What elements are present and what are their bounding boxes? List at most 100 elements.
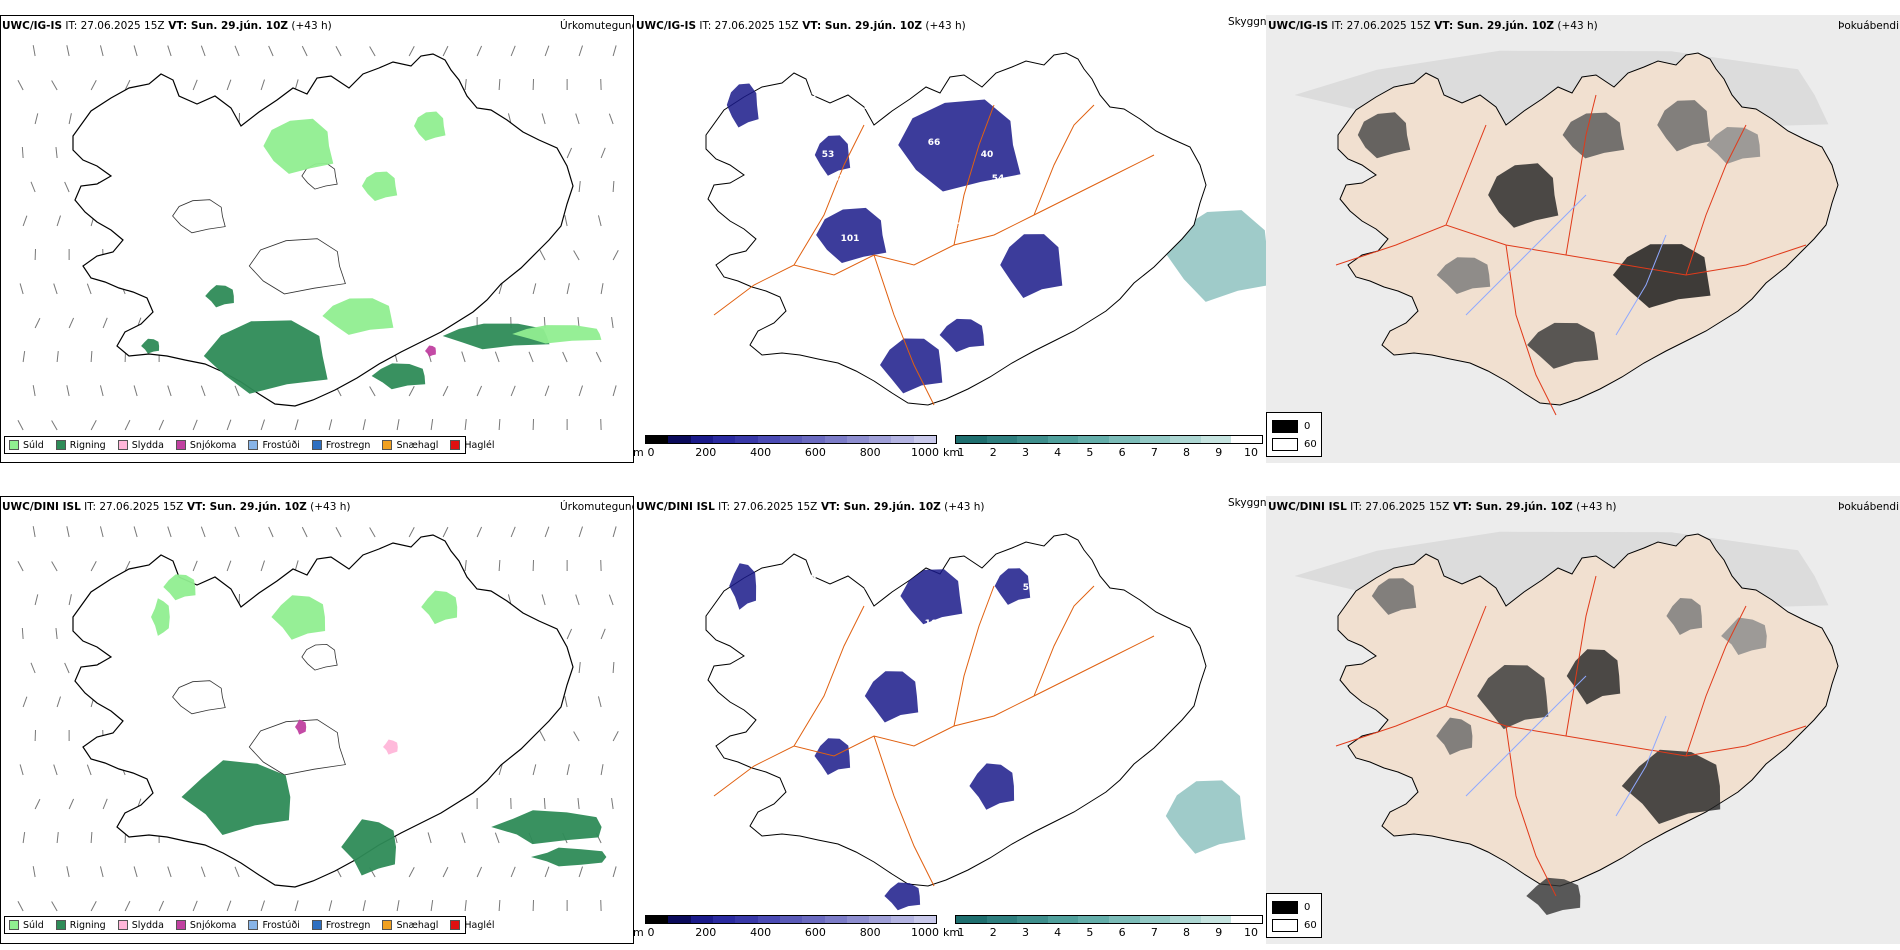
- low-cloud-area: [1000, 234, 1063, 298]
- wind-barb: [476, 866, 483, 878]
- wind-barb: [90, 901, 97, 912]
- wind-barb: [427, 832, 432, 844]
- wind-barb: [541, 113, 546, 125]
- colorbar-unit: m: [633, 446, 644, 459]
- cloud-base-label: 41: [1045, 186, 1058, 196]
- fog-index-area: [1488, 163, 1559, 228]
- wind-barb: [577, 798, 580, 810]
- fog-index-area: [1562, 112, 1625, 159]
- wind-barb: [543, 797, 546, 810]
- glacier-outline: [248, 719, 346, 776]
- wind-barb: [234, 45, 240, 57]
- cloud-map-top: 40 54 58 78 41 52 43 50 53 81 66 40 57 24 58 52 61 91 54 41…: [705, 52, 1266, 406]
- wind-barb: [260, 560, 265, 572]
- wind-barb: [19, 283, 24, 295]
- precip-legend-item: Frostregn: [311, 920, 370, 931]
- wind-barb: [612, 731, 619, 742]
- wind-barb: [294, 900, 299, 912]
- cloud-base-label: 54: [758, 559, 771, 569]
- wind-barb: [442, 45, 449, 57]
- precip-area: [295, 719, 307, 735]
- road-network: [713, 104, 1155, 406]
- wind-barb: [158, 419, 165, 431]
- wind-barb: [328, 900, 333, 912]
- colorbar-tick: 0: [647, 446, 655, 459]
- fog-panel-bottom: 0 60: [1266, 496, 1900, 944]
- legend-label: Súld: [23, 439, 44, 451]
- wind-barb: [544, 526, 550, 538]
- cloud-base-label: 57: [1023, 583, 1036, 593]
- wind-barb: [335, 527, 342, 538]
- wind-barb: [498, 764, 503, 776]
- wind-barb: [22, 215, 28, 227]
- colorbar-strip: [955, 435, 1263, 444]
- cloud-base-label: 35: [1098, 198, 1111, 208]
- colorbar-tick: 600: [804, 446, 826, 459]
- wind-barb: [575, 594, 580, 606]
- wind-barb: [578, 866, 583, 878]
- precip-area: [491, 810, 602, 845]
- wind-barb: [234, 385, 240, 397]
- glacier-outline: [248, 238, 346, 295]
- wind-barb: [396, 419, 400, 431]
- colorbar-tick: 1: [957, 446, 965, 459]
- precip-legend-item: Frostúði: [248, 920, 300, 931]
- precip-area: [181, 760, 291, 835]
- wind-barb: [260, 419, 265, 431]
- precip-area: [383, 739, 398, 755]
- wind-barb: [362, 900, 366, 912]
- river-network: [1465, 194, 1667, 336]
- wind-barb: [192, 560, 198, 572]
- precip-title-top: Úrkomutegund: [560, 20, 639, 32]
- precip-area: [263, 118, 334, 174]
- cloudbase-colorbar-top: m 0 200 400 600 800 1000: [633, 435, 939, 461]
- wind-barb: [56, 215, 61, 227]
- fog-legend-bottom: 0 60: [1266, 893, 1322, 938]
- legend-swatch: [55, 920, 66, 930]
- precip-legend-item: Rigning: [55, 440, 106, 451]
- river-network: [1465, 675, 1667, 817]
- wind-barb: [442, 526, 449, 538]
- wind-barb: [99, 45, 104, 57]
- wind-barb: [430, 419, 434, 431]
- wind-barb: [562, 351, 568, 363]
- legend-swatch: [117, 440, 128, 450]
- precip-area: [203, 320, 328, 394]
- fog-panel-top: 0 60: [1266, 15, 1900, 463]
- cloud-map-bottom: 54 47 69 63 74 57 43 79 62 48 103 50 41 91 111: [705, 533, 1246, 911]
- cloud-base-label: 57: [1034, 126, 1047, 136]
- low-cloud-area: [898, 99, 1021, 192]
- wind-barb: [539, 731, 546, 742]
- precip-legend-item: Snjókoma: [175, 440, 236, 451]
- precip-area: [205, 285, 234, 308]
- colorbar-tick: 200: [695, 926, 717, 939]
- cloud-title-bottom: Skyggni: [1228, 497, 1270, 509]
- cloud-base-label: 52: [833, 174, 846, 184]
- wind-barb: [17, 420, 24, 431]
- cloud-base-label: 58: [780, 198, 793, 208]
- cloud-base-label: 31: [791, 222, 804, 232]
- wind-barb: [55, 147, 58, 159]
- precip-panel-top: Súld Rigning Slydda Snjókoma Frostúði Frostre…: [0, 15, 634, 463]
- legend-label: Haglél: [464, 439, 495, 451]
- wind-barb: [600, 147, 606, 159]
- cloudbase-colorbar-bottom: m 0 200 400 600 800 1000: [633, 915, 939, 941]
- wind-barb: [612, 385, 617, 397]
- low-cloud-area: [900, 569, 963, 625]
- wind-barb: [612, 866, 617, 878]
- wind-barb: [510, 526, 516, 538]
- legend-swatch: [450, 920, 461, 930]
- colorbar-tick: 3: [1021, 926, 1029, 939]
- wind-barb: [510, 385, 516, 397]
- wind-barb: [22, 351, 26, 363]
- precip-area: [531, 847, 607, 867]
- legend-swatch: [311, 920, 322, 930]
- cloud-base-label: 81: [875, 126, 888, 136]
- wind-barb: [56, 351, 59, 363]
- fog-index-area: [1527, 322, 1599, 369]
- cloud-base-label: 47: [811, 571, 824, 581]
- wind-barb: [476, 45, 483, 57]
- precip-legend-item: Frostregn: [311, 440, 370, 451]
- wind-barb: [566, 628, 573, 640]
- wind-barb: [528, 351, 534, 363]
